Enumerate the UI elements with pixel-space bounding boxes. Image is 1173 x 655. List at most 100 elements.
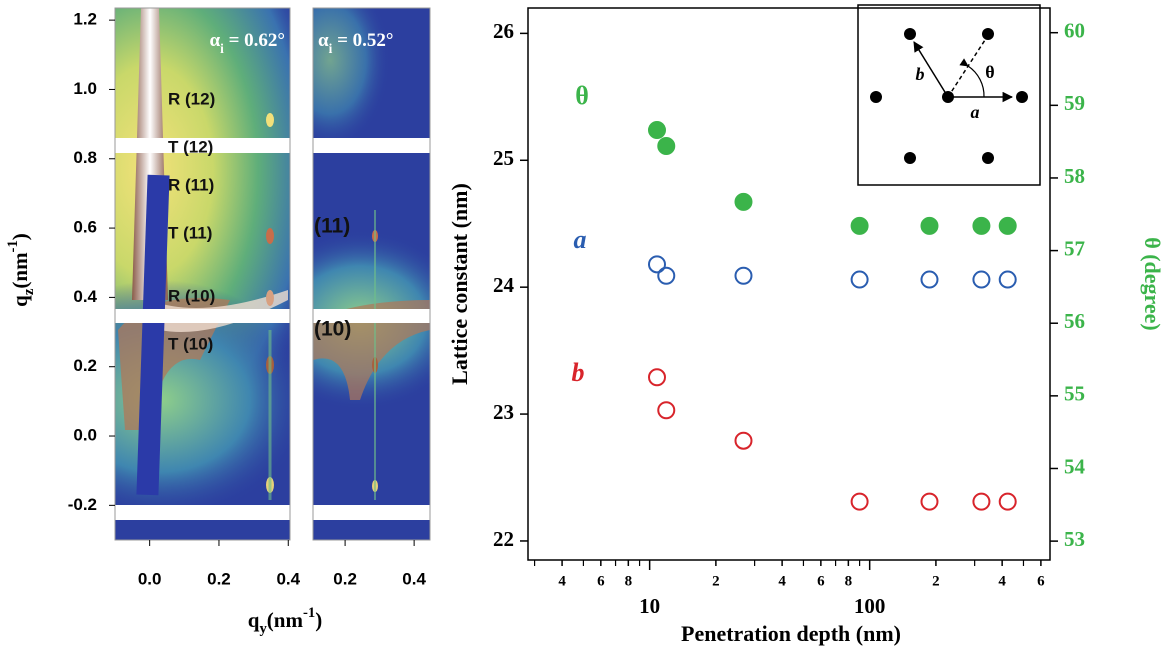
panel-title: αi = 0.62° (210, 30, 286, 55)
inset-label: a (971, 102, 980, 122)
label-part: q (248, 608, 260, 632)
peak-label: (10) (314, 318, 351, 341)
panel-title: αi = 0.52° (318, 30, 394, 55)
y-tick-label: 24 (493, 273, 515, 297)
y-tick-label: 23 (493, 400, 514, 424)
x-tick-label: 2 (932, 573, 940, 589)
inset-label: θ (985, 62, 994, 82)
peak-label: T (10) (168, 334, 213, 353)
x-axis-label: Penetration depth (nm) (681, 621, 901, 646)
y2-tick-label: 56 (1064, 309, 1085, 333)
x-tick-label: 2 (712, 573, 720, 589)
x-tick-label: 0.2 (333, 569, 357, 588)
data-point (972, 492, 991, 511)
peak-label: T (11) (168, 223, 212, 242)
label-part: (nm (8, 252, 32, 289)
x-tick-label: 0.2 (207, 569, 231, 588)
inset-label: b (916, 64, 925, 84)
x-tick-label: 0.0 (138, 569, 162, 588)
x-tick-label: 4 (998, 573, 1006, 589)
peak-label: (11) (314, 215, 350, 238)
y-tick-label: 22 (493, 527, 514, 551)
data-point (850, 492, 869, 511)
data-point (920, 216, 939, 235)
peak-label: R (11) (168, 175, 214, 194)
label-part: α (210, 30, 221, 51)
label-part: i (220, 41, 224, 56)
label-part: -1 (5, 240, 21, 252)
label-part: = 0.62° (224, 30, 285, 51)
label-part: ) (8, 233, 32, 240)
y2-tick-label: 54 (1064, 454, 1086, 478)
data-point (647, 121, 666, 140)
data-point (734, 266, 753, 285)
y2-tick-label: 60 (1064, 19, 1085, 43)
y-tick-label: 0.8 (73, 148, 97, 167)
x-tick-label: 6 (597, 573, 605, 589)
data-point (998, 492, 1017, 511)
panel-frame (114, 7, 291, 541)
y-tick-label: -0.2 (68, 495, 97, 514)
series-label: θ (575, 81, 589, 110)
label-part: z (21, 288, 37, 295)
y2-tick-label: 57 (1064, 236, 1085, 260)
y-tick-label: 0.2 (73, 356, 97, 375)
y2-tick-label: 53 (1064, 527, 1085, 551)
y-tick-label: 26 (493, 19, 514, 43)
series-label: b (572, 358, 585, 387)
y-axis-label: Lattice constant (nm) (447, 183, 472, 385)
x-tick-label: 8 (625, 573, 633, 589)
data-point (647, 368, 666, 387)
inset-diagram (857, 4, 1041, 186)
x-tick-label: 0.4 (402, 569, 426, 588)
y2-axis-label: θ (degree) (1140, 237, 1165, 331)
y-tick-label: 0.4 (73, 287, 97, 306)
x-tick-label: 0.4 (276, 569, 300, 588)
data-point (657, 266, 676, 285)
x-tick-label: 8 (845, 573, 853, 589)
label-part: i (329, 41, 333, 56)
data-point (734, 192, 753, 211)
data-point (920, 270, 939, 289)
plot-frame (527, 7, 1051, 561)
label-part: y (259, 621, 267, 637)
y-tick-label: 1.0 (73, 79, 97, 98)
x-tick-label: 6 (817, 573, 825, 589)
label-part: = 0.52° (332, 30, 393, 51)
data-point (647, 255, 666, 274)
y2-tick-label: 58 (1064, 164, 1085, 188)
y2-tick-label: 59 (1064, 91, 1085, 115)
x-tick-label: 100 (854, 594, 886, 618)
data-point (734, 431, 753, 450)
y2-tick-label: 55 (1064, 382, 1085, 406)
data-point (657, 401, 676, 420)
y-tick-label: 0.0 (73, 426, 97, 445)
label-part: (nm (267, 608, 304, 632)
data-point (972, 270, 991, 289)
y-tick-label: 25 (493, 146, 514, 170)
peak-label: T (12) (168, 137, 213, 156)
peak-label: R (12) (168, 89, 215, 108)
y-tick-label: 1.2 (73, 10, 97, 29)
series-label: a (574, 225, 587, 254)
x-tick-label: 6 (1037, 573, 1045, 589)
panel-frame (312, 7, 431, 541)
x-tick-label: 10 (639, 594, 660, 618)
label-part: ) (315, 608, 322, 632)
x-axis-label: qy(nm-1) (248, 605, 322, 637)
label-part: q (8, 295, 32, 307)
y-axis-label: qz(nm-1) (5, 233, 37, 307)
gisaxs-image (313, 8, 430, 540)
data-point (972, 216, 991, 235)
y-tick-label: 0.6 (73, 218, 97, 237)
peak-label: R (10) (168, 286, 215, 305)
data-point (850, 270, 869, 289)
gisaxs-image (115, 8, 290, 540)
data-point (920, 492, 939, 511)
data-point (998, 270, 1017, 289)
x-tick-label: 4 (558, 573, 566, 589)
data-point (657, 137, 676, 155)
data-point (850, 216, 869, 235)
data-point (998, 216, 1017, 235)
